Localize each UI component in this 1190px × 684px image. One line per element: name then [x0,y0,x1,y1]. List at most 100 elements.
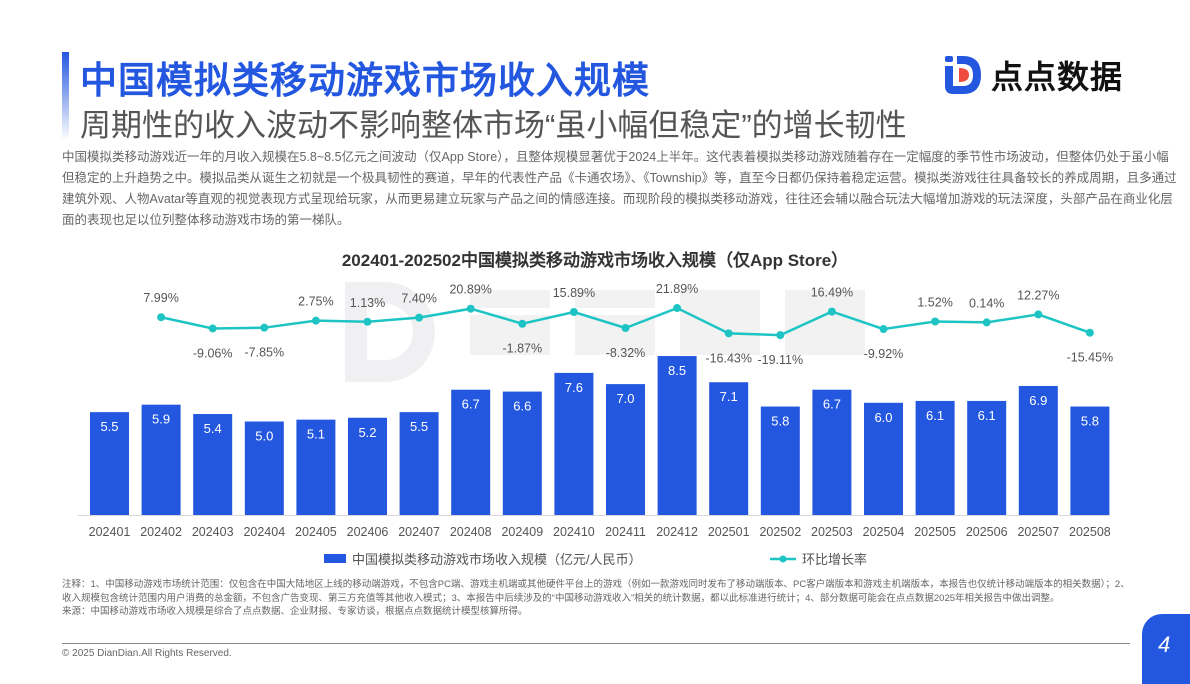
bar-value-label: 5.8 [771,414,789,429]
bar-value-label: 6.1 [978,408,996,423]
growth-value-label: -9.92% [864,347,904,361]
bar [296,419,336,515]
watermark-shape [785,290,865,355]
x-tick-label: 202405 [295,525,337,539]
legend-line: 环比增长率 [770,549,867,568]
bar-value-label: 5.4 [204,421,222,436]
growth-point [311,316,320,325]
x-tick-label: 202505 [914,525,956,539]
bar [709,382,749,515]
bar [915,400,955,515]
growth-point [621,323,630,332]
brand-logo: 点点数据 [943,52,1123,98]
x-tick-label: 202503 [811,525,853,539]
growth-value-label: -19.11% [757,353,803,367]
bar-value-label: 5.9 [152,412,170,427]
bar-value-label: 6.7 [823,397,841,412]
growth-point [879,325,888,334]
bar [141,404,181,515]
bar [90,412,129,515]
bar-value-label: 5.1 [307,427,325,442]
growth-value-label: 0.14% [969,296,1004,310]
x-tick-label: 202411 [605,525,646,539]
page-title: 中国模拟类移动游戏市场收入规模 [80,60,650,101]
page-subtitle: 周期性的收入波动不影响整体市场“虽小幅但稳定”的增长韧性 [80,108,907,143]
legend-line-label: 环比增长率 [802,552,868,567]
legend-bar: 中国模拟类移动游戏市场收入规模（亿元/人民币） [324,549,642,568]
growth-point [1085,328,1094,337]
bar-value-label: 6.6 [513,399,531,414]
bar-value-label: 7.0 [616,391,634,406]
footer-divider [62,643,1130,644]
bar-value-label: 6.0 [874,410,892,425]
bar [399,412,439,515]
page-number: 4 [1142,614,1190,684]
x-tick-label: 202504 [863,525,905,539]
growth-point [260,323,269,332]
footnotes: 注释：1、中国移动游戏市场统计范围：仅包含在中国大陆地区上线的移动端游戏，不包含… [62,578,1137,619]
bar [760,406,800,515]
growth-value-label: 15.89% [553,286,595,300]
x-tick-label: 202408 [450,525,492,539]
growth-value-label: 21.89% [656,282,698,296]
bar [812,389,852,515]
bar [606,384,645,515]
watermark-shape [680,290,760,355]
bar-value-label: 5.2 [358,425,376,440]
x-tick-label: 202412 [656,525,698,539]
growth-point [724,329,733,338]
copyright: © 2025 DianDian.All Rights Reserved. [62,648,232,659]
bar [554,372,594,515]
x-tick-label: 202506 [966,525,1008,539]
bar [451,389,491,515]
legend-bar-swatch [324,554,346,563]
diandian-logo-icon [945,56,981,94]
growth-value-label: 12.27% [1017,288,1059,302]
growth-value-label: 20.89% [449,283,491,297]
growth-point [363,317,372,326]
growth-value-label: -15.45% [1067,351,1114,365]
bar [193,414,233,515]
growth-point [208,324,217,333]
x-tick-label: 202403 [192,525,234,539]
bar [502,391,542,515]
growth-point [931,317,940,326]
bar-value-label: 5.5 [100,419,118,434]
x-tick-label: 202507 [1017,525,1059,539]
bar-value-label: 6.1 [926,408,944,423]
chart-title: 202401-202502中国模拟类移动游戏市场收入规模（仅App Store） [341,251,849,270]
bar-value-label: 6.7 [462,397,480,412]
bar-value-label: 5.0 [255,429,273,444]
x-tick-label: 202407 [398,525,440,539]
growth-point [569,308,578,317]
growth-point [673,304,682,313]
bar [1070,406,1110,515]
logo-text: 点点数据 [991,59,1124,95]
growth-value-label: -8.32% [606,346,646,360]
x-tick-label: 202508 [1069,525,1111,539]
growth-value-label: 1.52% [917,295,952,309]
x-tick-label: 202501 [708,525,750,539]
growth-value-label: -7.85% [244,346,284,360]
growth-value-label: 1.13% [350,296,385,310]
x-tick-label: 202406 [347,525,389,539]
bar-value-label: 6.9 [1029,393,1047,408]
title-accent-bar [62,52,69,140]
growth-value-label: 7.40% [401,292,436,306]
growth-point [466,304,475,313]
watermark-shape [575,290,655,308]
bar [864,402,903,515]
bar-value-label: 7.1 [720,389,738,404]
x-tick-label: 202409 [501,525,543,539]
growth-value-label: -16.43% [705,351,752,365]
growth-point [157,313,166,322]
growth-point [415,313,424,322]
growth-value-label: -1.87% [502,342,542,356]
bar [1018,385,1058,515]
intro-paragraph: 中国模拟类移动游戏近一年的月收入规模在5.8~8.5亿元之间波动（仅App St… [62,150,1177,227]
x-tick-label: 202404 [243,525,285,539]
bar-value-label: 7.6 [565,380,583,395]
x-tick-label: 202410 [553,525,595,539]
source-text: 来源：中国移动游戏市场收入规模是综合了点点数据、企业财报、专家访谈，根据点点数据… [62,606,528,617]
growth-point [827,307,836,316]
